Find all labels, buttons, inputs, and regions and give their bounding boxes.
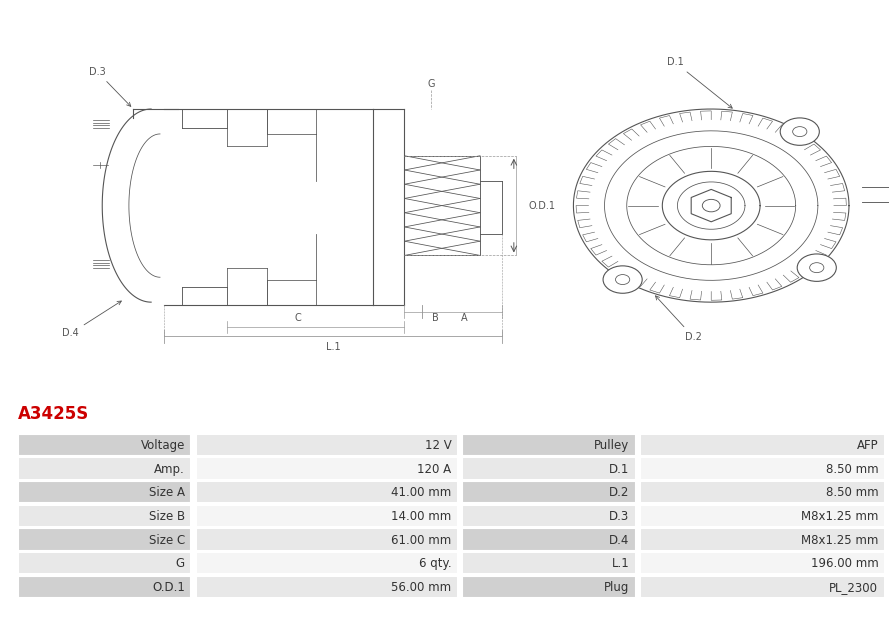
FancyBboxPatch shape [18, 457, 191, 480]
Text: O.D.1: O.D.1 [152, 581, 185, 594]
FancyBboxPatch shape [462, 505, 636, 527]
Text: M8x1.25 mm: M8x1.25 mm [801, 510, 878, 523]
FancyBboxPatch shape [462, 434, 636, 456]
Text: AFP: AFP [857, 439, 878, 452]
FancyBboxPatch shape [640, 457, 885, 480]
FancyBboxPatch shape [196, 457, 458, 480]
Circle shape [810, 263, 824, 273]
Text: D.2: D.2 [655, 296, 701, 341]
FancyBboxPatch shape [196, 434, 458, 456]
Circle shape [702, 199, 720, 212]
FancyBboxPatch shape [196, 576, 458, 598]
Text: D.3: D.3 [609, 510, 629, 523]
Text: A: A [461, 313, 468, 323]
FancyBboxPatch shape [640, 528, 885, 551]
Text: 8.50 mm: 8.50 mm [826, 487, 878, 499]
Text: C: C [294, 313, 301, 323]
Text: 120 A: 120 A [418, 463, 452, 475]
Circle shape [603, 266, 642, 293]
Text: 14.00 mm: 14.00 mm [391, 510, 452, 523]
Text: B: B [432, 313, 439, 323]
Text: Voltage: Voltage [140, 439, 185, 452]
FancyBboxPatch shape [640, 505, 885, 527]
FancyBboxPatch shape [18, 505, 191, 527]
Text: 12 V: 12 V [425, 439, 452, 452]
FancyBboxPatch shape [196, 505, 458, 527]
Text: D.4: D.4 [609, 534, 629, 546]
Text: Plug: Plug [604, 581, 629, 594]
Text: G: G [176, 558, 185, 570]
Text: O.D.1: O.D.1 [529, 201, 556, 211]
Text: Size C: Size C [148, 534, 185, 546]
Text: 8.50 mm: 8.50 mm [826, 463, 878, 475]
Text: Pulley: Pulley [594, 439, 629, 452]
Text: M8x1.25 mm: M8x1.25 mm [801, 534, 878, 546]
FancyBboxPatch shape [462, 552, 636, 574]
Circle shape [615, 275, 629, 285]
Text: Size A: Size A [149, 487, 185, 499]
Text: L.1: L.1 [326, 342, 340, 352]
FancyBboxPatch shape [18, 434, 191, 456]
FancyBboxPatch shape [640, 481, 885, 503]
FancyBboxPatch shape [640, 434, 885, 456]
FancyBboxPatch shape [18, 576, 191, 598]
Circle shape [793, 126, 807, 136]
Text: Size B: Size B [148, 510, 185, 523]
FancyBboxPatch shape [18, 528, 191, 551]
FancyBboxPatch shape [462, 528, 636, 551]
Text: 61.00 mm: 61.00 mm [391, 534, 452, 546]
Text: 196.00 mm: 196.00 mm [811, 558, 878, 570]
Text: G: G [428, 79, 435, 89]
Circle shape [781, 118, 820, 145]
Text: 41.00 mm: 41.00 mm [391, 487, 452, 499]
Text: D.2: D.2 [609, 487, 629, 499]
FancyBboxPatch shape [462, 576, 636, 598]
Circle shape [797, 254, 837, 282]
FancyBboxPatch shape [18, 481, 191, 503]
FancyBboxPatch shape [462, 457, 636, 480]
Text: D.1: D.1 [667, 57, 733, 108]
Text: D.1: D.1 [609, 463, 629, 475]
Text: D.3: D.3 [89, 67, 131, 107]
Text: A3425S: A3425S [18, 405, 89, 423]
Text: 56.00 mm: 56.00 mm [391, 581, 452, 594]
FancyBboxPatch shape [196, 552, 458, 574]
Text: L.1: L.1 [612, 558, 629, 570]
FancyBboxPatch shape [462, 481, 636, 503]
FancyBboxPatch shape [18, 552, 191, 574]
FancyBboxPatch shape [640, 552, 885, 574]
Text: Amp.: Amp. [154, 463, 185, 475]
Text: PL_2300: PL_2300 [829, 581, 878, 594]
Text: D.4: D.4 [62, 301, 121, 338]
FancyBboxPatch shape [640, 576, 885, 598]
Text: 6 qty.: 6 qty. [419, 558, 452, 570]
FancyBboxPatch shape [196, 481, 458, 503]
FancyBboxPatch shape [196, 528, 458, 551]
